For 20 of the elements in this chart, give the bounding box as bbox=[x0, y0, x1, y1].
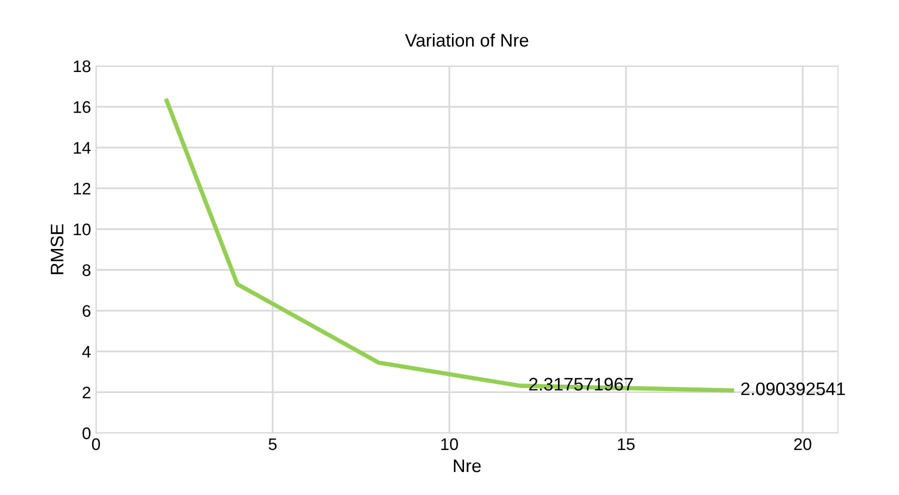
y-tick-label: 16 bbox=[74, 101, 90, 113]
x-tick-label: 10 bbox=[441, 438, 458, 450]
y-tick-label: 12 bbox=[74, 182, 90, 194]
x-tick-label: 15 bbox=[618, 438, 635, 450]
y-tick-label: 14 bbox=[74, 142, 91, 154]
x-tick-label: 0 bbox=[92, 438, 100, 450]
x-tick-label: 20 bbox=[794, 438, 812, 450]
y-tick-label: 0 bbox=[82, 427, 90, 440]
y-tick-label: 2 bbox=[82, 386, 90, 398]
y-tick-label: 4 bbox=[82, 346, 91, 358]
x-axis-title: Nre bbox=[454, 460, 481, 472]
y-tick-label: 18 bbox=[74, 60, 90, 72]
y-axis-title: RMSE bbox=[50, 224, 64, 274]
chart-title: Variation of Nre bbox=[405, 33, 528, 47]
x-tick-label: 5 bbox=[268, 438, 277, 450]
y-tick-label: 8 bbox=[82, 264, 90, 276]
y-tick-label: 6 bbox=[82, 305, 90, 317]
line-series bbox=[164, 98, 734, 392]
y-tick-label: 10 bbox=[74, 224, 90, 236]
data-label: 2.090392541 bbox=[741, 382, 845, 396]
